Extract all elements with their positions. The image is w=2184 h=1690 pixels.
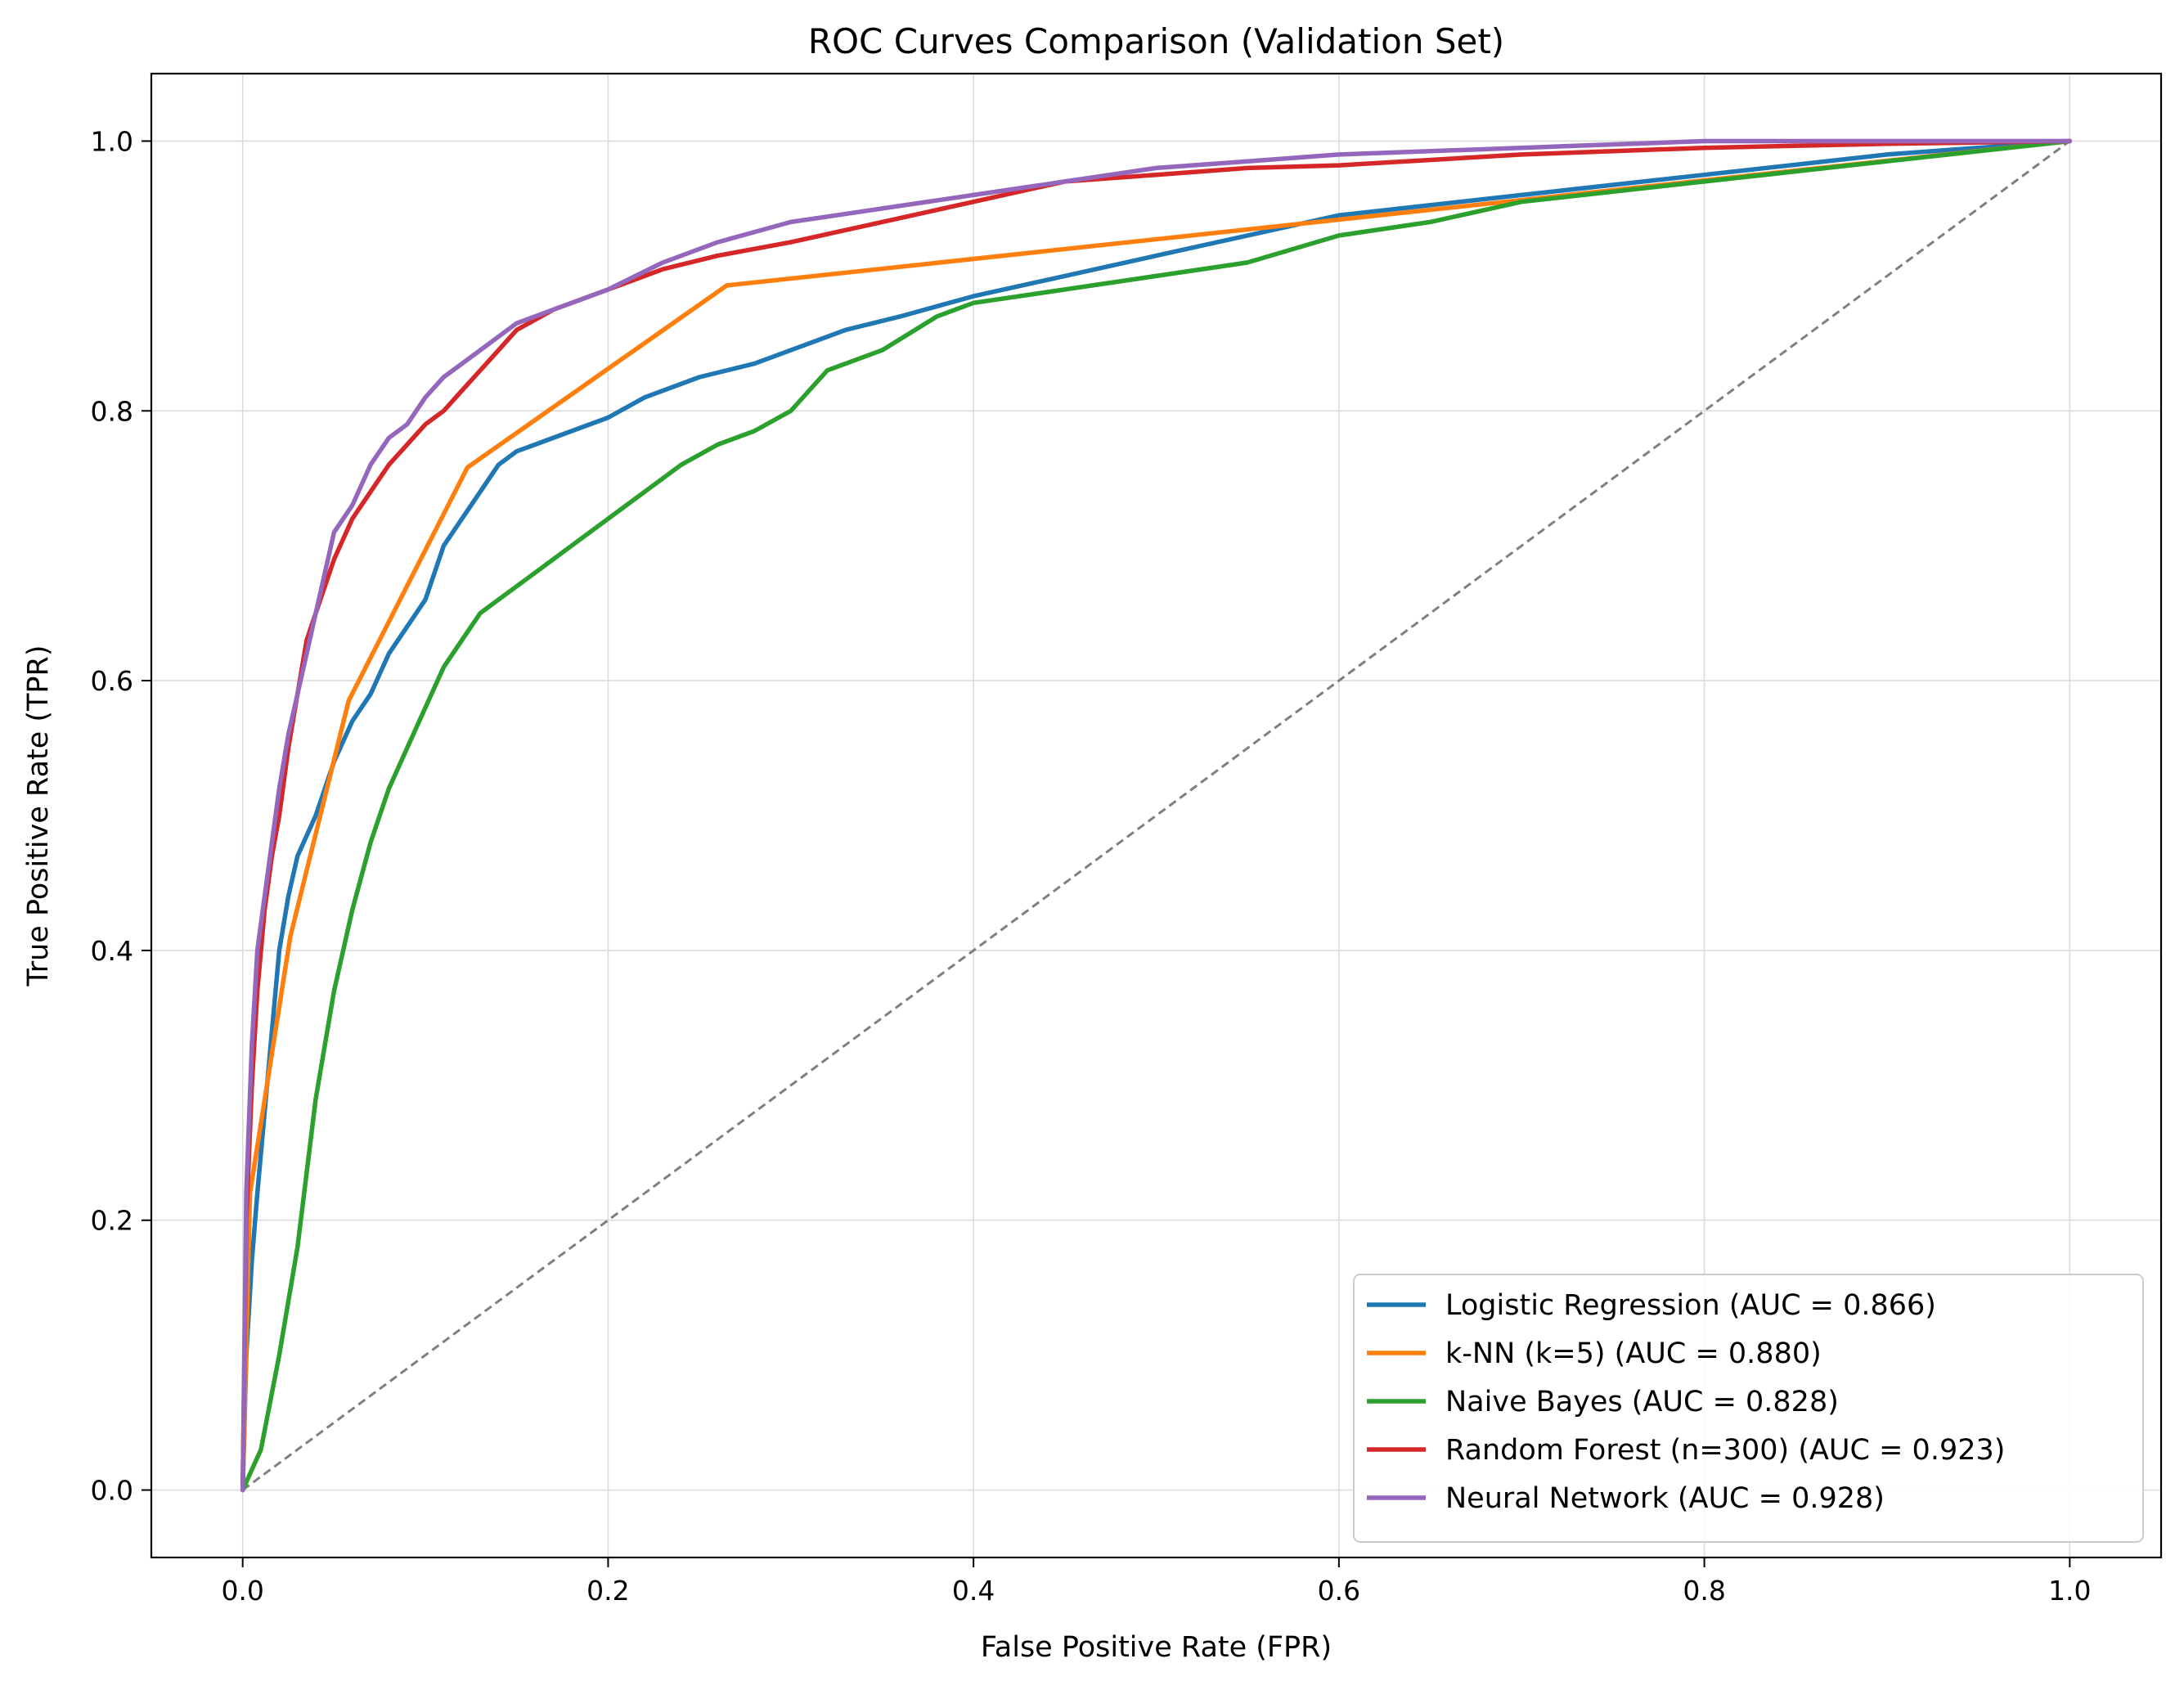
reference-diagonal-line [241,140,2071,1491]
chart-title: ROC Curves Comparison (Validation Set) [808,21,1504,61]
y-tick-label: 0.2 [91,1205,133,1237]
series-line-4 [240,138,2073,1493]
y-axis-label: True Positive Rate (TPR) [22,645,55,987]
series-line-3 [240,138,2073,1493]
series-line-0 [240,138,2073,1493]
grid [151,74,2161,1557]
series-line-1 [240,138,2073,1493]
x-tick-label: 0.0 [221,1575,263,1607]
legend-label: Logistic Regression (AUC = 0.866) [1445,1289,1936,1322]
legend-label: Random Forest (n=300) (AUC = 0.923) [1445,1434,2005,1467]
y-tick-label: 1.0 [91,125,133,157]
ticks: 0.0 0.2 0.4 0.6 0.8 1.0 0.0 0.2 0.4 0.6 0.8 1.0 [91,125,2092,1607]
x-tick-label: 0.2 [586,1575,629,1607]
legend-box [1353,1274,2144,1543]
series-line-2 [240,138,2073,1493]
y-tick-label: 0.4 [91,935,133,967]
plot-frame [150,72,2163,1559]
x-tick-label: 0.8 [1683,1575,1725,1607]
y-tick-label: 0.0 [91,1475,133,1507]
x-tick-label: 0.4 [952,1575,995,1607]
x-tick-label: 1.0 [2048,1575,2091,1607]
x-axis-label: False Positive Rate (FPR) [981,1631,1332,1664]
legend-label: k-NN (k=5) (AUC = 0.880) [1445,1337,1822,1370]
legend-label: Naive Bayes (AUC = 0.828) [1445,1386,1839,1418]
y-tick-label: 0.8 [91,395,133,427]
series-group [240,138,2073,1493]
x-tick-label: 0.6 [1318,1575,1360,1607]
y-tick-label: 0.6 [91,665,133,697]
legend-label: Neural Network (AUC = 0.928) [1445,1482,1885,1515]
legend: Logistic Regression (AUC = 0.866) k-NN (k… [1353,1274,2144,1543]
